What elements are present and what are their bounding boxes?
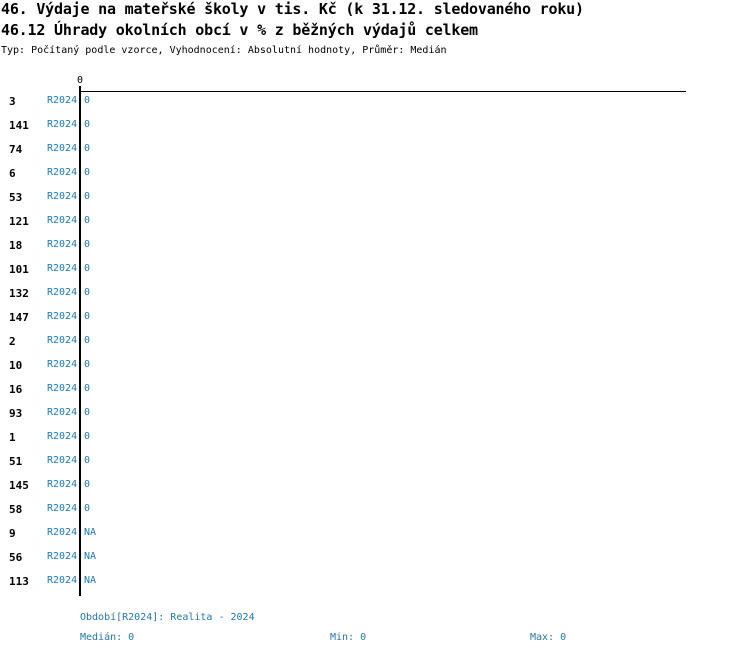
category-label: 74 — [9, 143, 23, 156]
data-label: 0 — [84, 503, 91, 514]
period-label: R2024 — [47, 95, 78, 106]
category-label: 141 — [9, 119, 29, 132]
data-label: 0 — [84, 311, 91, 322]
table-row: 121 R2024 0 — [0, 215, 700, 231]
table-row: 147 R2024 0 — [0, 311, 700, 327]
period-label: R2024 — [47, 551, 78, 562]
category-label: 51 — [9, 455, 23, 468]
period-label: R2024 — [47, 143, 78, 154]
period-label: R2024 — [47, 383, 78, 394]
data-label: 0 — [84, 455, 91, 466]
table-row: 101 R2024 0 — [0, 263, 700, 279]
period-label: R2024 — [47, 287, 78, 298]
table-row: 2 R2024 0 — [0, 335, 700, 351]
category-label: 132 — [9, 287, 29, 300]
data-label: 0 — [84, 383, 91, 394]
period-label: R2024 — [47, 215, 78, 226]
zero-axis-line — [79, 86, 81, 596]
category-label: 58 — [9, 503, 23, 516]
category-label: 6 — [9, 167, 16, 180]
chart-info: Typ: Počítaný podle vzorce, Vyhodnocení:… — [1, 45, 447, 56]
table-row: 3 R2024 0 — [0, 95, 700, 111]
table-row: 145 R2024 0 — [0, 479, 700, 495]
period-legend: Období[R2024]: Realita - 2024 — [80, 612, 255, 623]
table-row: 56 R2024 NA — [0, 551, 700, 567]
category-label: 9 — [9, 527, 16, 540]
data-label: 0 — [84, 287, 91, 298]
category-label: 93 — [9, 407, 23, 420]
table-row: 53 R2024 0 — [0, 191, 700, 207]
period-label: R2024 — [47, 263, 78, 274]
table-row: 18 R2024 0 — [0, 239, 700, 255]
category-label: 18 — [9, 239, 23, 252]
data-label: 0 — [84, 479, 91, 490]
chart-subtitle: 46.12 Úhrady okolních obcí v % z běžných… — [1, 21, 478, 39]
table-row: 16 R2024 0 — [0, 383, 700, 399]
data-label: 0 — [84, 335, 91, 346]
period-label: R2024 — [47, 335, 78, 346]
category-label: 147 — [9, 311, 29, 324]
table-row: 10 R2024 0 — [0, 359, 700, 375]
category-label: 53 — [9, 191, 23, 204]
data-label: 0 — [84, 191, 91, 202]
category-label: 10 — [9, 359, 23, 372]
category-label: 1 — [9, 431, 16, 444]
period-label: R2024 — [47, 503, 78, 514]
data-label: 0 — [84, 167, 91, 178]
data-label: NA — [84, 551, 97, 562]
data-label: 0 — [84, 407, 91, 418]
category-label: 113 — [9, 575, 29, 588]
data-label: 0 — [84, 263, 91, 274]
data-label: 0 — [84, 143, 91, 154]
x-tick-label: 0 — [77, 75, 84, 86]
median-stat: Medián: 0 — [80, 632, 135, 643]
max-stat: Max: 0 — [530, 632, 567, 643]
table-row: 141 R2024 0 — [0, 119, 700, 135]
table-row: 51 R2024 0 — [0, 455, 700, 471]
category-label: 2 — [9, 335, 16, 348]
period-label: R2024 — [47, 527, 78, 538]
table-row: 74 R2024 0 — [0, 143, 700, 159]
table-row: 93 R2024 0 — [0, 407, 700, 423]
period-label: R2024 — [47, 239, 78, 250]
table-row: 9 R2024 NA — [0, 527, 700, 543]
period-label: R2024 — [47, 167, 78, 178]
table-row: 132 R2024 0 — [0, 287, 700, 303]
data-label: 0 — [84, 119, 91, 130]
period-label: R2024 — [47, 119, 78, 130]
period-label: R2024 — [47, 407, 78, 418]
period-label: R2024 — [47, 311, 78, 322]
data-label: NA — [84, 575, 97, 586]
min-stat: Min: 0 — [330, 632, 367, 643]
table-row: 113 R2024 NA — [0, 575, 700, 591]
category-label: 145 — [9, 479, 29, 492]
category-label: 16 — [9, 383, 23, 396]
data-label: 0 — [84, 215, 91, 226]
data-label: 0 — [84, 359, 91, 370]
data-label: 0 — [84, 431, 91, 442]
period-label: R2024 — [47, 479, 78, 490]
period-label: R2024 — [47, 431, 78, 442]
table-row: 6 R2024 0 — [0, 167, 700, 183]
data-label: 0 — [84, 239, 91, 250]
period-label: R2024 — [47, 575, 78, 586]
data-label: 0 — [84, 95, 91, 106]
page-title: 46. Výdaje na mateřské školy v tis. Kč (… — [1, 0, 584, 18]
category-label: 56 — [9, 551, 23, 564]
category-label: 101 — [9, 263, 29, 276]
table-row: 1 R2024 0 — [0, 431, 700, 447]
period-label: R2024 — [47, 455, 78, 466]
data-label: NA — [84, 527, 97, 538]
category-label: 3 — [9, 95, 16, 108]
period-label: R2024 — [47, 191, 78, 202]
table-row: 58 R2024 0 — [0, 503, 700, 519]
period-label: R2024 — [47, 359, 78, 370]
category-label: 121 — [9, 215, 29, 228]
x-axis-line — [80, 91, 686, 92]
